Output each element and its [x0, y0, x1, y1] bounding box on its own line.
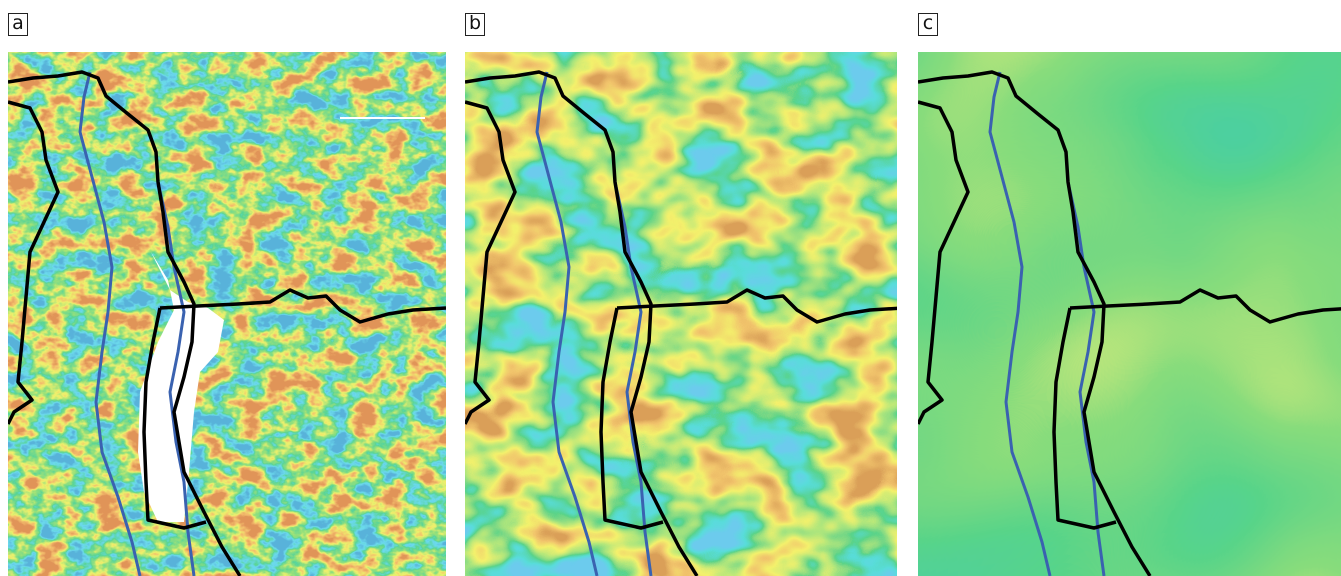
map-panel — [465, 52, 903, 576]
map-panel — [8, 52, 446, 576]
maps — [0, 0, 1341, 576]
map-panel — [918, 52, 1341, 576]
page: a b c — [0, 0, 1341, 576]
